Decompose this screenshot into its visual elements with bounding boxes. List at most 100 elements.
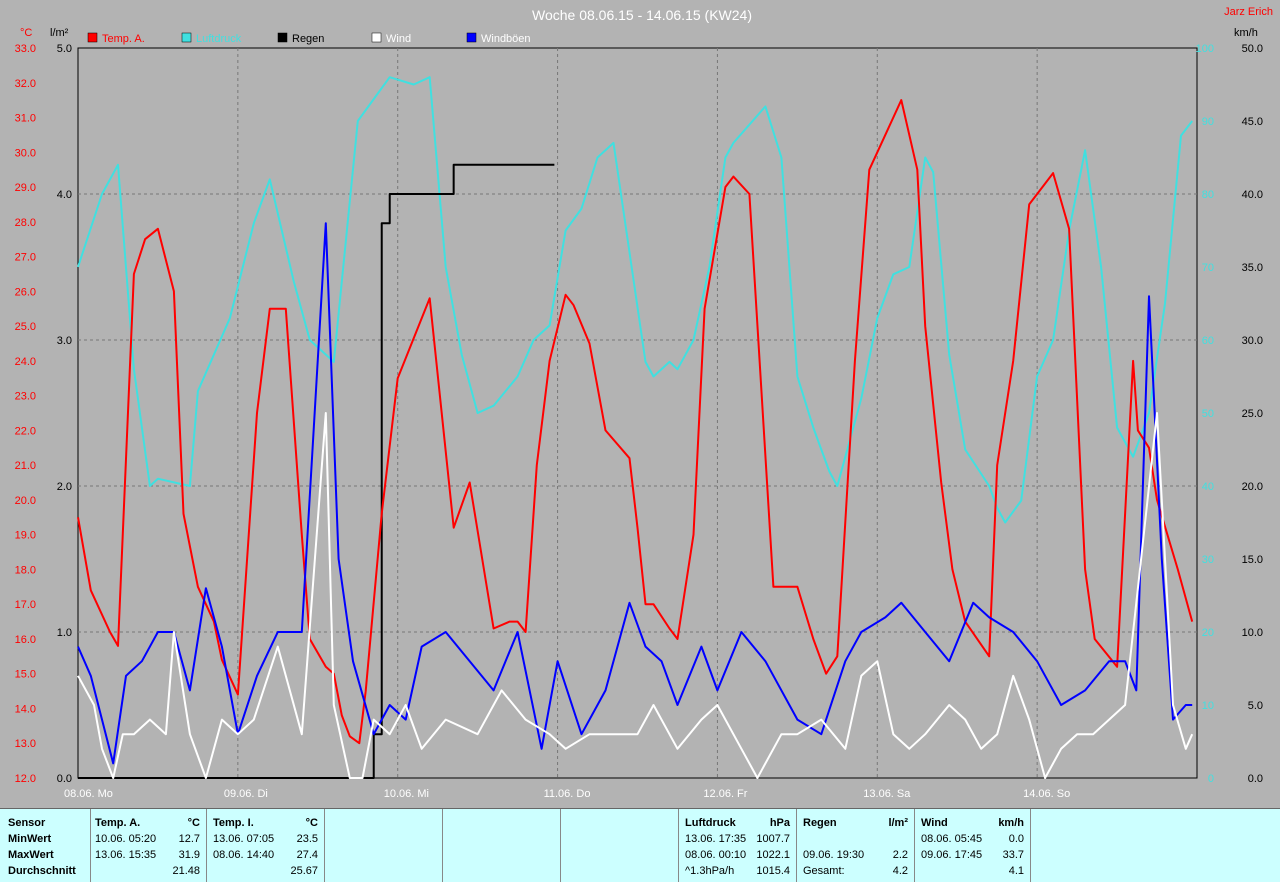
- legend-swatch: [181, 32, 192, 43]
- pressure-tick-label: 50: [1202, 408, 1214, 420]
- stats-pressure-max-value: 1022.1: [756, 849, 790, 861]
- stats-temp-i-max-time: 08.06. 14:40: [213, 849, 275, 861]
- temp-tick-label: 28.0: [15, 217, 36, 229]
- stats-label-max: MaxWert: [8, 849, 54, 861]
- wind-tick-label: 15.0: [1242, 554, 1263, 566]
- legend-label: Wind: [386, 33, 411, 45]
- wind-tick-label: 20.0: [1242, 481, 1263, 493]
- pressure-tick-label: 0: [1208, 773, 1214, 785]
- stats-empty-4: [1030, 809, 1280, 882]
- grid: [77, 47, 1198, 779]
- pressure-tick-label: 70: [1202, 262, 1214, 274]
- stats-pressure-column: Luftdruck hPa 13.06. 17:35 1007.7 08.06.…: [678, 809, 796, 882]
- x-tick-label: 13.06. Sa: [863, 788, 911, 800]
- stats-empty-1: [324, 809, 442, 882]
- temp-tick-label: 24.0: [15, 356, 36, 368]
- stats-empty-3: [560, 809, 678, 882]
- stats-temp-a-max-value: 31.9: [178, 849, 200, 861]
- stats-wind-avg-value: 4.1: [1008, 865, 1024, 877]
- stats-temp-i-max-value: 27.4: [296, 849, 318, 861]
- author-label: Jarz Erich: [1224, 6, 1273, 18]
- axes: 12.0 13.0 14.0 15.0 16.0 17.0 18.0 19.0 20.0 21.0…: [15, 43, 1263, 800]
- x-tick-label: 12.06. Fr: [703, 788, 747, 800]
- stats-wind-min-time: 08.06. 05:45: [921, 833, 983, 845]
- x-tick-label: 11.06. Do: [544, 788, 591, 800]
- stats-empty-2: [442, 809, 560, 882]
- pressure-tick-label: 60: [1202, 335, 1214, 347]
- temp-tick-label: 14.0: [15, 703, 36, 715]
- stats-wind-max-value: 33.7: [1002, 849, 1024, 861]
- temp-tick-label: 16.0: [15, 634, 36, 646]
- stats-pressure-min-time: 13.06. 17:35: [685, 833, 747, 845]
- x-tick-label: 09.06. Di: [224, 788, 268, 800]
- plot-frame: [77, 47, 1198, 779]
- stats-sensor-header: Sensor: [8, 817, 46, 829]
- stats-rain-column: Regen l/m² 09.06. 19:30 2.2 Gesamt: 4.2: [796, 809, 914, 882]
- stats-temp-i-avg-value: 25.67: [290, 865, 318, 877]
- unit-temp-label: °C: [20, 27, 32, 39]
- chart-background: [0, 0, 1280, 808]
- temp-tick-label: 32.0: [15, 78, 36, 90]
- series-luftdruck: [77, 76, 1193, 524]
- legend-swatch: [466, 32, 477, 43]
- temp-tick-label: 23.0: [15, 391, 36, 403]
- stats-pressure-title: Luftdruck: [685, 817, 736, 829]
- stats-temp-i-column: Temp. I. °C 13.06. 07:05 23.5 08.06. 14:…: [206, 809, 324, 882]
- stats-pressure-max-time: 08.06. 00:10: [685, 849, 747, 861]
- temp-tick-label: 13.0: [15, 738, 36, 750]
- stats-temp-i-min-time: 13.06. 07:05: [213, 833, 275, 845]
- stats-pressure-trend: ^1.3hPa/h: [685, 865, 735, 877]
- wind-tick-label: 40.0: [1242, 189, 1263, 201]
- stats-rain-title: Regen: [803, 817, 837, 829]
- pressure-tick-label: 100: [1196, 43, 1214, 55]
- pressure-tick-label: 20: [1202, 627, 1214, 639]
- rain-tick-label: 0.0: [57, 773, 72, 785]
- temp-tick-label: 26.0: [15, 286, 36, 298]
- temp-tick-label: 33.0: [15, 43, 36, 55]
- pressure-tick-label: 90: [1202, 116, 1214, 128]
- wind-tick-label: 10.0: [1242, 627, 1263, 639]
- stats-temp-i-title: Temp. I.: [213, 817, 254, 829]
- stats-temp-i-unit: °C: [305, 817, 318, 829]
- rain-tick-label: 2.0: [57, 481, 72, 493]
- legend-swatch: [277, 32, 288, 43]
- legend-label: Temp. A.: [102, 33, 145, 45]
- stats-temp-a-column: Temp. A. °C 10.06. 05:20 12.7 13.06. 15:…: [90, 809, 206, 882]
- rain-tick-label: 4.0: [57, 189, 72, 201]
- pressure-tick-label: 80: [1202, 189, 1214, 201]
- x-tick-label: 10.06. Mi: [384, 788, 429, 800]
- temp-tick-label: 21.0: [15, 460, 36, 472]
- unit-rain-label: l/m²: [50, 27, 69, 39]
- legend-swatch: [87, 32, 98, 43]
- temp-tick-label: 12.0: [15, 773, 36, 785]
- stats-pressure-min-value: 1007.7: [756, 833, 790, 845]
- wind-tick-label: 25.0: [1242, 408, 1263, 420]
- stats-temp-a-unit: °C: [187, 817, 200, 829]
- pressure-tick-label: 10: [1202, 700, 1214, 712]
- legend-swatch: [371, 32, 382, 43]
- wind-tick-label: 5.0: [1248, 700, 1263, 712]
- unit-wind-label: km/h: [1234, 27, 1258, 39]
- temp-tick-label: 30.0: [15, 147, 36, 159]
- temp-tick-label: 20.0: [15, 495, 36, 507]
- x-tick-label: 14.06. So: [1023, 788, 1070, 800]
- temp-tick-label: 29.0: [15, 182, 36, 194]
- stats-wind-unit: km/h: [998, 817, 1024, 829]
- temp-tick-label: 18.0: [15, 564, 36, 576]
- stats-temp-a-min-value: 12.7: [178, 833, 200, 845]
- chart-title: Woche 08.06.15 - 14.06.15 (KW24): [532, 7, 752, 23]
- series-temp-a-: [77, 99, 1194, 745]
- stats-pressure-avg-value: 1015.4: [756, 865, 790, 877]
- wind-tick-label: 30.0: [1242, 335, 1263, 347]
- stats-wind-title: Wind: [921, 817, 948, 829]
- series-regen: [78, 163, 555, 779]
- statistics-panel: Sensor MinWert MaxWert Durchschnitt Temp…: [0, 808, 1280, 882]
- stats-rain-max-time: 09.06. 19:30: [803, 849, 865, 861]
- series-windb-en: [77, 222, 1193, 765]
- temp-tick-label: 15.0: [15, 669, 36, 681]
- pressure-tick-label: 30: [1202, 554, 1214, 566]
- wind-tick-label: 50.0: [1242, 43, 1263, 55]
- temp-tick-label: 19.0: [15, 530, 36, 542]
- series-layer: [77, 76, 1194, 779]
- weather-chart: Woche 08.06.15 - 14.06.15 (KW24) Jarz Er…: [0, 0, 1280, 808]
